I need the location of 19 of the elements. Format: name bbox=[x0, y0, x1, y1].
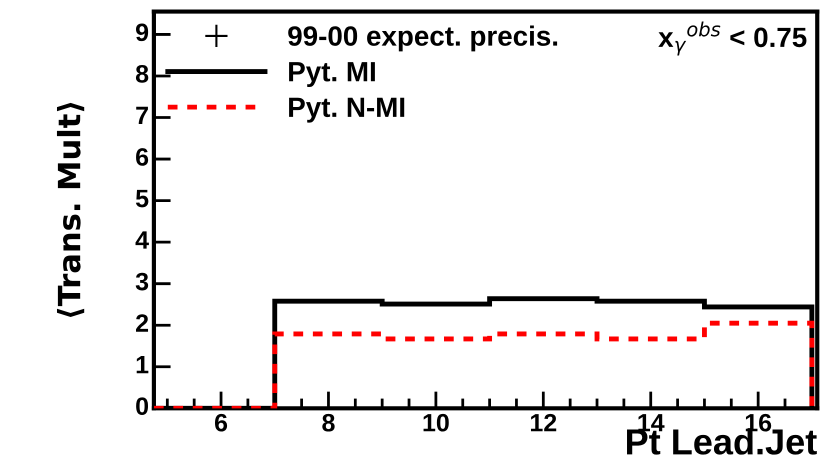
y-tick-label: 1 bbox=[136, 356, 148, 374]
legend-label: Pyt. MI bbox=[289, 62, 375, 87]
annotation: x$_{γ}$$^{obs}$ < 0.75 bbox=[658, 22, 806, 56]
y-tick-label: 3 bbox=[136, 272, 148, 290]
y-tick-label: 9 bbox=[136, 23, 148, 42]
legend-label: Pyt. N-MI bbox=[289, 98, 404, 123]
y-axis-title: ⟨Trans. Mult⟩ bbox=[56, 102, 84, 318]
y-tick-label: 7 bbox=[136, 106, 148, 124]
x-tick-label: 6 bbox=[215, 414, 228, 432]
x-tick-label: 12 bbox=[530, 414, 556, 432]
y-tick-label: 4 bbox=[136, 231, 149, 249]
x-tick-label: 10 bbox=[424, 414, 449, 432]
y-tick-label: 0 bbox=[136, 397, 148, 416]
legend-label: 99-00 expect. precis. bbox=[288, 25, 558, 52]
y-tick-label: 5 bbox=[136, 190, 148, 208]
y-tick-label: 6 bbox=[136, 148, 148, 166]
y-tick-label: 8 bbox=[136, 64, 148, 83]
y-tick-label: 2 bbox=[136, 314, 148, 332]
x-tick-label: 8 bbox=[322, 414, 335, 432]
